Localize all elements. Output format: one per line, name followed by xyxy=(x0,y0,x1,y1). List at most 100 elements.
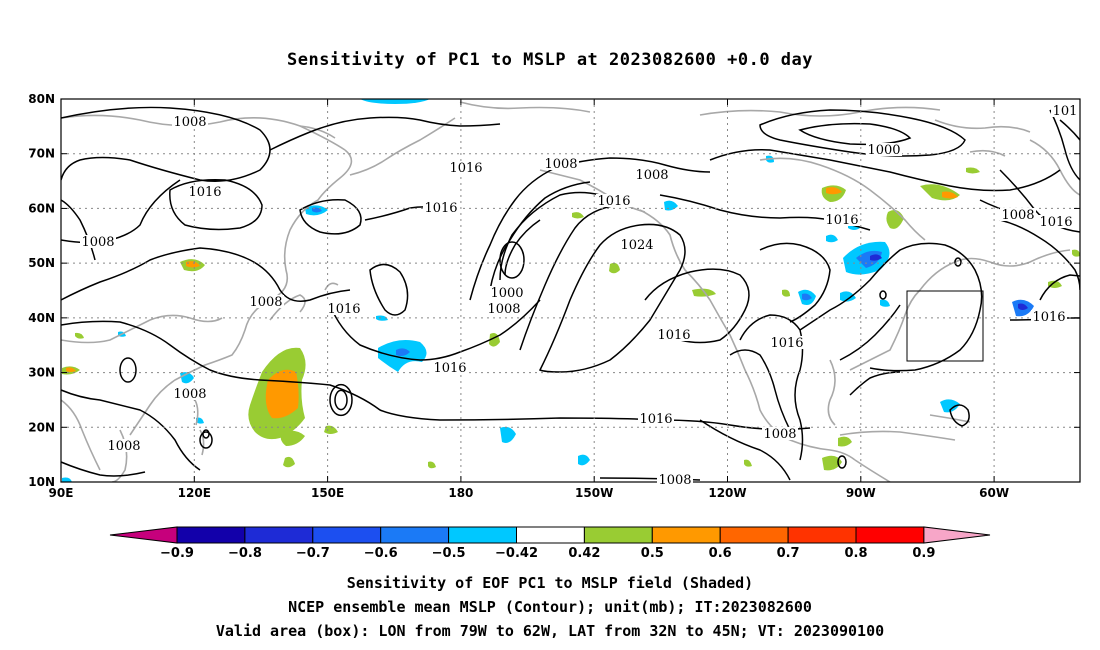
lat-tick-label: 60N xyxy=(28,201,55,215)
contour-label: 1008 xyxy=(107,439,140,454)
contour-label: 1008 xyxy=(173,115,206,130)
colorbar-segment xyxy=(787,526,857,544)
positive-area xyxy=(886,210,904,229)
colorbar-labels: −0.9 −0.8 −0.7 −0.6 −0.5 −0.42 0.42 0.5 0.6 0.7 0.… xyxy=(160,546,935,561)
lat-tick-label: 20N xyxy=(28,420,55,434)
contour-label: 1016 xyxy=(825,213,858,228)
contour-label-bg xyxy=(769,336,805,349)
negative-area xyxy=(378,340,427,372)
positive-area xyxy=(428,461,436,469)
contour-label: 1016 xyxy=(1039,215,1072,230)
colorbar-segment xyxy=(516,526,585,544)
negative-area xyxy=(376,315,388,321)
negative-area xyxy=(940,399,960,413)
contour-label-bg xyxy=(657,473,693,486)
lat-tick-label: 80N xyxy=(28,92,55,106)
colorbar-label: 0.5 xyxy=(641,546,664,561)
contour-label: 1000 xyxy=(490,286,523,301)
contour-label: 1016 xyxy=(1032,310,1065,325)
colorbar-segment xyxy=(719,526,789,544)
colorbar-label: −0.6 xyxy=(364,546,398,561)
contour-label: 1008 xyxy=(173,387,206,402)
colorbar-label: 0.6 xyxy=(709,546,732,561)
contour-label-bg xyxy=(824,213,860,226)
positive-area xyxy=(966,167,980,174)
colorbar-right-triangle xyxy=(923,526,991,544)
coastlines xyxy=(61,101,1080,482)
contour-label: 1008 xyxy=(487,302,520,317)
colorbar-label: −0.8 xyxy=(228,546,262,561)
negative-area xyxy=(1018,303,1028,310)
contour-label-bg xyxy=(656,328,692,341)
positive-area xyxy=(782,289,790,297)
positive-area xyxy=(283,456,295,468)
positive-area xyxy=(1048,280,1062,288)
contour-label-bg xyxy=(634,168,670,181)
lon-tick-label: 120W xyxy=(708,486,746,500)
negative-area xyxy=(360,99,430,104)
shaded-sensitivity xyxy=(62,99,1080,482)
contour-label: 1016 xyxy=(597,194,630,209)
contour-label-bg xyxy=(596,194,632,207)
negative-area xyxy=(578,454,590,466)
contour-label-bg xyxy=(1038,215,1074,228)
lon-tick-label: 90E xyxy=(49,486,74,500)
contour-label: 1016 xyxy=(188,185,221,200)
colorbar-label: −0.42 xyxy=(495,546,538,561)
colorbar-segment xyxy=(855,526,925,544)
positive-area xyxy=(744,459,752,467)
lon-tick-label: 90W xyxy=(846,486,876,500)
contour-label-bg xyxy=(326,302,362,315)
contour-label-bg xyxy=(106,439,142,452)
contour-label-bg xyxy=(172,387,208,400)
positive-area xyxy=(280,430,305,446)
negative-area xyxy=(62,477,72,482)
gridlines xyxy=(61,99,1080,482)
lat-tick-label: 10N xyxy=(28,475,55,489)
colorbar-segment xyxy=(651,526,721,544)
contour-label-bg xyxy=(80,235,116,248)
contour-label: 1016 xyxy=(449,161,482,176)
contour-label-bg xyxy=(866,143,902,156)
colorbar xyxy=(109,526,991,544)
lat-tick-label: 30N xyxy=(28,366,55,380)
contour-label: 1008 xyxy=(544,157,577,172)
contour-label: 1016 xyxy=(639,412,672,427)
contour-label-bg xyxy=(448,161,484,174)
mslp-contours xyxy=(61,106,1080,481)
contour-label-bg xyxy=(1051,104,1079,117)
contour-label: 1008 xyxy=(763,427,796,442)
colorbar-segment xyxy=(312,526,382,544)
lon-tick-label: 180 xyxy=(448,486,473,500)
positive-area xyxy=(324,425,338,434)
contour-label: 1016 xyxy=(657,328,690,343)
positive-area xyxy=(186,261,200,268)
colorbar-label: −0.5 xyxy=(432,546,466,561)
contour-label: 1008 xyxy=(81,235,114,250)
positive-area xyxy=(822,455,842,471)
lon-tick-label: 150W xyxy=(575,486,613,500)
contour-label: 1016 xyxy=(327,302,360,317)
contour-label-bg xyxy=(187,185,223,198)
colorbar-segment xyxy=(448,526,518,544)
negative-area xyxy=(802,293,812,301)
colorbar-segment xyxy=(176,526,246,544)
latitude-labels: 80N 70N 60N 50N 40N 30N 20N 10N xyxy=(28,92,55,489)
contour-label: 1024 xyxy=(620,238,653,253)
contour-label-bg xyxy=(248,295,284,308)
contour-label-bg xyxy=(619,238,655,251)
caption-contour: NCEP ensemble mean MSLP (Contour); unit(… xyxy=(288,598,812,616)
negative-area xyxy=(826,234,838,243)
colorbar-label: −0.7 xyxy=(296,546,330,561)
valid-area-box xyxy=(906,290,984,362)
contour-label: 1008 xyxy=(635,168,668,183)
contour-label: 1000 xyxy=(867,143,900,158)
contour-label-bg xyxy=(486,302,522,315)
contour-label: 1008 xyxy=(249,295,282,310)
negative-area xyxy=(664,200,678,211)
contour-label-bg xyxy=(762,427,798,440)
lat-tick-label: 40N xyxy=(28,311,55,325)
positive-area xyxy=(942,191,958,199)
contour-label-bg xyxy=(1031,310,1067,323)
colorbar-label: 0.42 xyxy=(568,546,600,561)
